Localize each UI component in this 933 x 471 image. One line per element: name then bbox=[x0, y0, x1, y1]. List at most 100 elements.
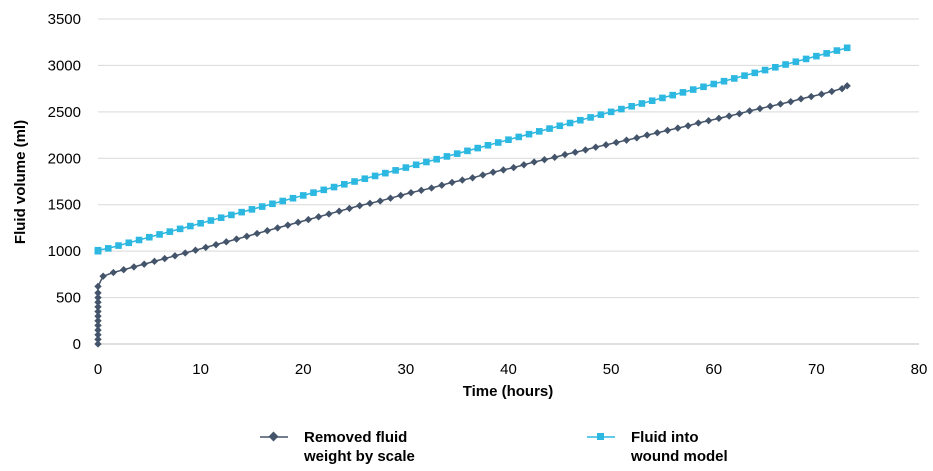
data-point bbox=[279, 197, 287, 205]
data-point bbox=[284, 221, 292, 229]
data-point bbox=[751, 69, 759, 77]
data-point bbox=[376, 197, 384, 205]
data-point bbox=[577, 116, 584, 124]
data-point bbox=[232, 235, 241, 243]
y-axis-title: Fluid volume (ml) bbox=[12, 120, 29, 244]
data-point bbox=[351, 178, 358, 185]
x-tick-label: 40 bbox=[500, 361, 517, 378]
legend-label-removed-line2: weight by scale bbox=[304, 448, 415, 465]
data-point bbox=[689, 86, 697, 93]
data-point bbox=[628, 102, 635, 110]
data-point bbox=[176, 225, 184, 233]
y-tick-label: 1000 bbox=[48, 243, 81, 260]
data-point bbox=[638, 100, 646, 107]
data-point bbox=[94, 298, 102, 306]
data-point bbox=[438, 181, 446, 189]
data-point bbox=[474, 144, 482, 152]
data-point bbox=[412, 161, 420, 169]
data-point bbox=[843, 44, 851, 52]
data-point bbox=[191, 246, 200, 254]
data-point bbox=[299, 192, 307, 199]
data-point bbox=[356, 201, 364, 210]
data-point bbox=[150, 257, 159, 266]
series-2 bbox=[94, 44, 851, 255]
data-point bbox=[94, 246, 102, 254]
data-point bbox=[581, 146, 590, 154]
legend-swatch-removed-fluid bbox=[258, 428, 294, 444]
data-point bbox=[525, 130, 533, 138]
data-point bbox=[823, 50, 830, 57]
data-point bbox=[212, 240, 220, 249]
data-point bbox=[494, 139, 502, 146]
data-point bbox=[612, 138, 620, 147]
data-point bbox=[330, 183, 338, 191]
data-point bbox=[464, 147, 471, 155]
data-point bbox=[341, 180, 348, 188]
data-point bbox=[253, 229, 261, 238]
data-point bbox=[776, 100, 785, 108]
data-point bbox=[602, 141, 610, 149]
y-tick-label: 3000 bbox=[48, 57, 81, 74]
data-point bbox=[540, 156, 549, 164]
data-point bbox=[304, 215, 313, 224]
data-point bbox=[187, 222, 194, 230]
data-point bbox=[679, 89, 687, 96]
data-point bbox=[94, 312, 102, 320]
y-tick-label: 2000 bbox=[48, 150, 81, 167]
x-tick-label: 70 bbox=[808, 361, 825, 378]
data-point bbox=[263, 227, 272, 235]
data-point bbox=[140, 260, 148, 268]
data-point bbox=[99, 272, 107, 280]
data-point bbox=[433, 155, 440, 163]
data-point bbox=[104, 245, 112, 252]
data-point bbox=[720, 77, 728, 85]
y-tick-label: 0 bbox=[73, 336, 81, 353]
data-point bbox=[397, 191, 405, 200]
y-tick-label: 3500 bbox=[48, 11, 81, 28]
data-point bbox=[202, 243, 210, 252]
data-point bbox=[171, 252, 179, 260]
data-point bbox=[94, 307, 102, 316]
data-point bbox=[386, 194, 395, 202]
data-point bbox=[684, 122, 692, 130]
data-point bbox=[561, 150, 569, 159]
series-line bbox=[97, 85, 848, 344]
data-point bbox=[592, 143, 600, 151]
data-point bbox=[335, 207, 343, 215]
x-tick-label: 60 bbox=[705, 361, 722, 378]
data-point bbox=[217, 214, 225, 222]
data-point bbox=[520, 161, 528, 169]
data-point bbox=[745, 107, 754, 115]
data-point bbox=[94, 282, 102, 291]
y-axis-ticks: 0 500 1000 1500 2000 2500 3000 3500 bbox=[48, 11, 81, 353]
data-point bbox=[325, 210, 333, 218]
data-point bbox=[94, 340, 102, 348]
data-point bbox=[228, 211, 235, 219]
x-tick-label: 10 bbox=[192, 361, 209, 378]
x-axis-title: Time (hours) bbox=[463, 383, 554, 400]
data-point bbox=[505, 136, 512, 144]
data-point bbox=[669, 91, 676, 99]
data-point bbox=[94, 289, 102, 297]
data-point bbox=[468, 174, 477, 182]
data-point bbox=[207, 217, 215, 224]
data-point bbox=[643, 131, 651, 139]
legend-label-into-line2: wound model bbox=[631, 448, 728, 465]
data-point bbox=[802, 55, 810, 63]
data-point bbox=[361, 175, 369, 183]
data-point bbox=[556, 122, 564, 130]
data-point bbox=[648, 97, 656, 105]
data-point bbox=[258, 203, 266, 210]
data-point bbox=[427, 184, 436, 192]
legend-label-into-line1: Fluid into bbox=[631, 429, 699, 446]
data-point bbox=[443, 153, 451, 160]
data-point bbox=[694, 119, 703, 127]
data-point bbox=[618, 105, 625, 113]
data-point bbox=[166, 228, 174, 235]
data-point bbox=[782, 61, 789, 68]
data-point bbox=[833, 47, 841, 54]
data-point bbox=[813, 52, 820, 60]
data-point bbox=[366, 199, 374, 207]
data-point bbox=[597, 111, 605, 118]
data-point bbox=[741, 72, 748, 79]
